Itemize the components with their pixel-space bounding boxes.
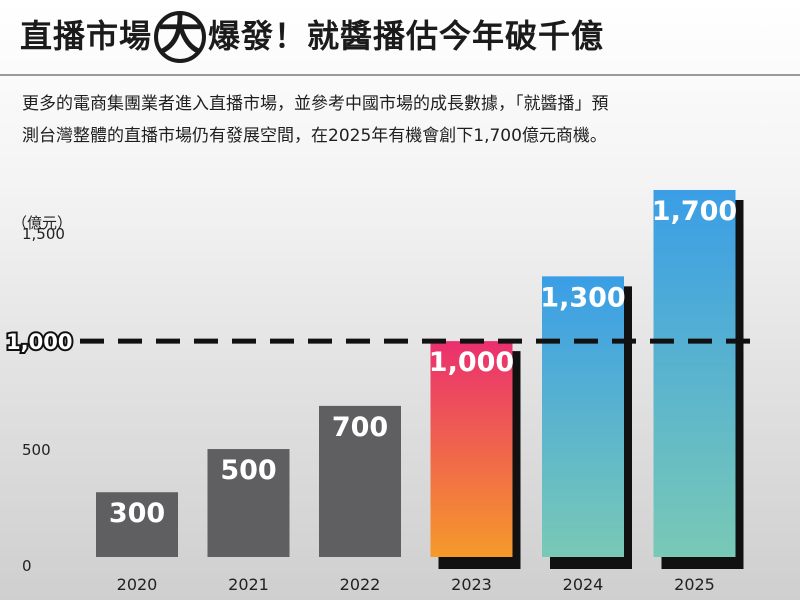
bar-shadow <box>733 200 744 569</box>
bar-value-label: 1,700 <box>652 196 737 227</box>
bar <box>96 492 178 557</box>
reference-line-label: 1,000 <box>6 330 72 354</box>
y-tick-label: 500 <box>22 441 51 459</box>
title-big-character: 大 <box>154 11 207 63</box>
y-axis-unit-label: （億元） <box>12 214 72 232</box>
bar-shadow-base <box>550 557 632 569</box>
bar-value-label: 500 <box>220 455 276 486</box>
bar-shadow <box>510 351 521 569</box>
y-tick-label: 0 <box>22 557 32 575</box>
bar-value-label: 700 <box>332 412 388 443</box>
x-tick-label: 2024 <box>563 575 604 594</box>
bar-shadow-base <box>438 557 521 569</box>
bar <box>542 276 624 557</box>
y-tick-label: 1,500 <box>22 225 65 243</box>
bar <box>207 449 290 557</box>
bar-shadow-base <box>661 557 744 569</box>
x-tick-label: 2020 <box>117 575 158 594</box>
divider <box>0 74 800 76</box>
title-part-1: 直播市場 <box>20 17 153 55</box>
bar <box>430 341 513 557</box>
x-tick-label: 2023 <box>451 575 492 594</box>
bar-shadow <box>622 286 632 569</box>
bar <box>319 405 401 557</box>
bar-value-label: 300 <box>109 498 165 529</box>
title-block: 直播市場大爆發！就醬播估今年破千億 <box>20 8 780 64</box>
description: 更多的電商集團業者進入直播市場，並參考中國市場的成長數據，「就醬播」預 測台灣整… <box>22 88 782 152</box>
bar-value-label: 1,000 <box>429 347 514 378</box>
page-title: 直播市場大爆發！就醬播估今年破千億 <box>20 8 780 64</box>
description-line-1: 更多的電商集團業者進入直播市場，並參考中國市場的成長數據，「就醬播」預 <box>22 94 609 114</box>
x-tick-label: 2022 <box>340 575 381 594</box>
title-part-2: 爆發！就醬播估今年破千億 <box>208 17 605 55</box>
x-tick-label: 2025 <box>674 575 715 594</box>
bar-value-label: 1,300 <box>540 282 625 313</box>
x-tick-label: 2021 <box>228 575 269 594</box>
description-line-2: 測台灣整體的直播市場仍有發展空間，在2025年有機會創下1,700億元商機。 <box>22 126 607 146</box>
bar <box>653 190 736 557</box>
